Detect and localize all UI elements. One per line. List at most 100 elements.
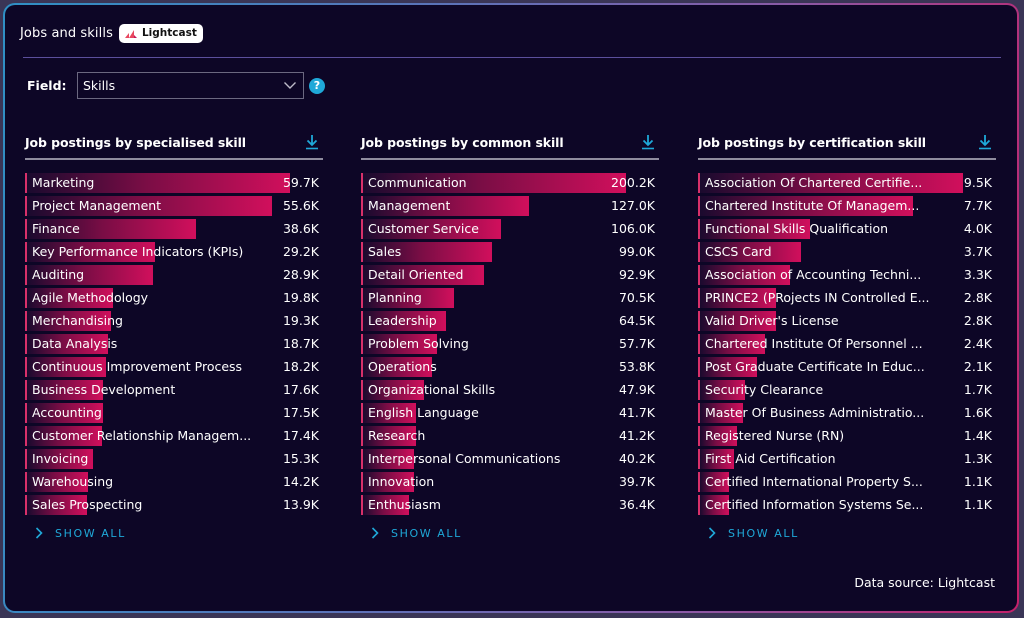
bar-label: Problem Solving [368, 336, 469, 351]
bar [698, 403, 743, 423]
show-all-button[interactable]: SHOW ALL [698, 525, 996, 541]
bar-label: Customer Service [368, 221, 479, 236]
bar-row[interactable]: English Language 41.7K [361, 403, 659, 423]
bar [698, 219, 810, 239]
bar [25, 403, 103, 423]
data-source: Data source: Lightcast [854, 575, 995, 590]
bar-row[interactable]: Chartered Institute Of Personnel ... 2.4K [698, 334, 996, 354]
bar-label: Chartered Institute Of Personnel ... [705, 336, 923, 351]
chevron-right-icon [35, 527, 43, 539]
chart-header: Job postings by common skill [361, 131, 659, 153]
show-all-label: SHOW ALL [728, 526, 799, 540]
bar-row[interactable]: Chartered Institute Of Managem... 7.7K [698, 196, 996, 216]
bar-value: 19.8K [282, 290, 319, 305]
bar-row[interactable]: Agile Methodology 19.8K [25, 288, 323, 308]
bar-value: 2.8K [963, 313, 992, 328]
bar [698, 357, 757, 377]
bar-row[interactable]: Customer Relationship Managem... 17.4K [25, 426, 323, 446]
bar-row[interactable]: Security Clearance 1.7K [698, 380, 996, 400]
bar-row[interactable]: Key Performance Indicators (KPIs) 29.2K [25, 242, 323, 262]
bar-row[interactable]: Association of Accounting Techni... 3.3K [698, 265, 996, 285]
bar-row[interactable]: Continuous Improvement Process 18.2K [25, 357, 323, 377]
show-all-button[interactable]: SHOW ALL [361, 525, 659, 541]
bar-row[interactable]: Management 127.0K [361, 196, 659, 216]
bar [698, 242, 802, 262]
bar [25, 426, 103, 446]
bar [698, 449, 735, 469]
lightcast-logo: Lightcast [118, 23, 203, 43]
bar-value: 36.4K [618, 497, 655, 512]
bar [698, 311, 777, 331]
bar-value: 127.0K [611, 198, 655, 213]
bar-row[interactable]: Accounting 17.5K [25, 403, 323, 423]
download-icon[interactable] [978, 134, 992, 150]
bar-row[interactable]: Certified Information Systems Se... 1.1K [698, 495, 996, 515]
bar-row[interactable]: Post Graduate Certificate In Educ... 2.1K [698, 357, 996, 377]
bar-row[interactable]: Sales 99.0K [361, 242, 659, 262]
bar-row[interactable]: Detail Oriented 92.9K [361, 265, 659, 285]
download-icon[interactable] [641, 134, 655, 150]
bar-label: Innovation [368, 474, 435, 489]
download-icon[interactable] [305, 134, 319, 150]
bar-row[interactable]: Marketing 59.7K [25, 173, 323, 193]
bar [25, 334, 109, 354]
bar-value: 41.2K [618, 428, 655, 443]
bar-value: 1.6K [963, 405, 992, 420]
bar-row[interactable]: Customer Service 106.0K [361, 219, 659, 239]
bar-row[interactable]: Invoicing 15.3K [25, 449, 323, 469]
bar-row[interactable]: Business Development 17.6K [25, 380, 323, 400]
chart-header-rule [698, 158, 996, 160]
bar-label: Association of Accounting Techni... [705, 267, 922, 282]
chart-title: Job postings by specialised skill [25, 134, 246, 150]
chart-header: Job postings by certification skill [698, 131, 996, 153]
bar-value: 3.3K [963, 267, 992, 282]
bar-value: 40.2K [618, 451, 655, 466]
bar-row[interactable]: Interpersonal Communications 40.2K [361, 449, 659, 469]
bar-row[interactable]: Finance 38.6K [25, 219, 323, 239]
bar-row[interactable]: Sales Prospecting 13.9K [25, 495, 323, 515]
field-select[interactable]: Skills [77, 72, 304, 99]
bar-label: Research [368, 428, 426, 443]
bar-row[interactable]: Association Of Chartered Certifie... 9.5K [698, 173, 996, 193]
bar-label: Certified International Property S... [705, 474, 923, 489]
bar-row[interactable]: Merchandising 19.3K [25, 311, 323, 331]
bar-row[interactable]: CSCS Card 3.7K [698, 242, 996, 262]
bar-row[interactable]: Certified International Property S... 1.1… [698, 472, 996, 492]
bar-row[interactable]: Innovation 39.7K [361, 472, 659, 492]
bar [361, 403, 417, 423]
bar [698, 472, 729, 492]
bar [361, 265, 485, 285]
bar-label: Master Of Business Administratio... [705, 405, 925, 420]
bar-row[interactable]: Warehousing 14.2K [25, 472, 323, 492]
bar-row[interactable]: Project Management 55.6K [25, 196, 323, 216]
bar-row[interactable]: Registered Nurse (RN) 1.4K [698, 426, 996, 446]
bar-row[interactable]: Planning 70.5K [361, 288, 659, 308]
help-icon[interactable]: ? [309, 77, 325, 94]
bar-row[interactable]: Auditing 28.9K [25, 265, 323, 285]
bar-value: 1.1K [963, 474, 992, 489]
bar [25, 311, 111, 331]
bar-row[interactable]: Research 41.2K [361, 426, 659, 446]
bar-row[interactable]: Enthusiasm 36.4K [361, 495, 659, 515]
bar-row[interactable]: Organizational Skills 47.9K [361, 380, 659, 400]
bar [361, 311, 447, 331]
bar [361, 219, 502, 239]
bar-row[interactable]: Communication 200.2K [361, 173, 659, 193]
bar-row[interactable]: Valid Driver's License 2.8K [698, 311, 996, 331]
bar-row[interactable]: PRINCE2 (PRojects IN Controlled E... 2.8K [698, 288, 996, 308]
bar-row[interactable]: Master Of Business Administratio... 1.6K [698, 403, 996, 423]
bar-row[interactable]: First Aid Certification 1.3K [698, 449, 996, 469]
bar-value: 41.7K [618, 405, 655, 420]
show-all-button[interactable]: SHOW ALL [25, 525, 323, 541]
specialised-skill-chart: Job postings by specialised skill Market… [25, 131, 323, 541]
bar [698, 495, 729, 515]
bar-value: 200.2K [611, 175, 655, 190]
bar-row[interactable]: Operations 53.8K [361, 357, 659, 377]
bar-row[interactable]: Problem Solving 57.7K [361, 334, 659, 354]
bar-value: 19.3K [282, 313, 319, 328]
bar-row[interactable]: Data Analysis 18.7K [25, 334, 323, 354]
bar-row[interactable]: Leadership 64.5K [361, 311, 659, 331]
bar-row[interactable]: Functional Skills Qualification 4.0K [698, 219, 996, 239]
bar-value: 57.7K [618, 336, 655, 351]
bar [361, 472, 414, 492]
